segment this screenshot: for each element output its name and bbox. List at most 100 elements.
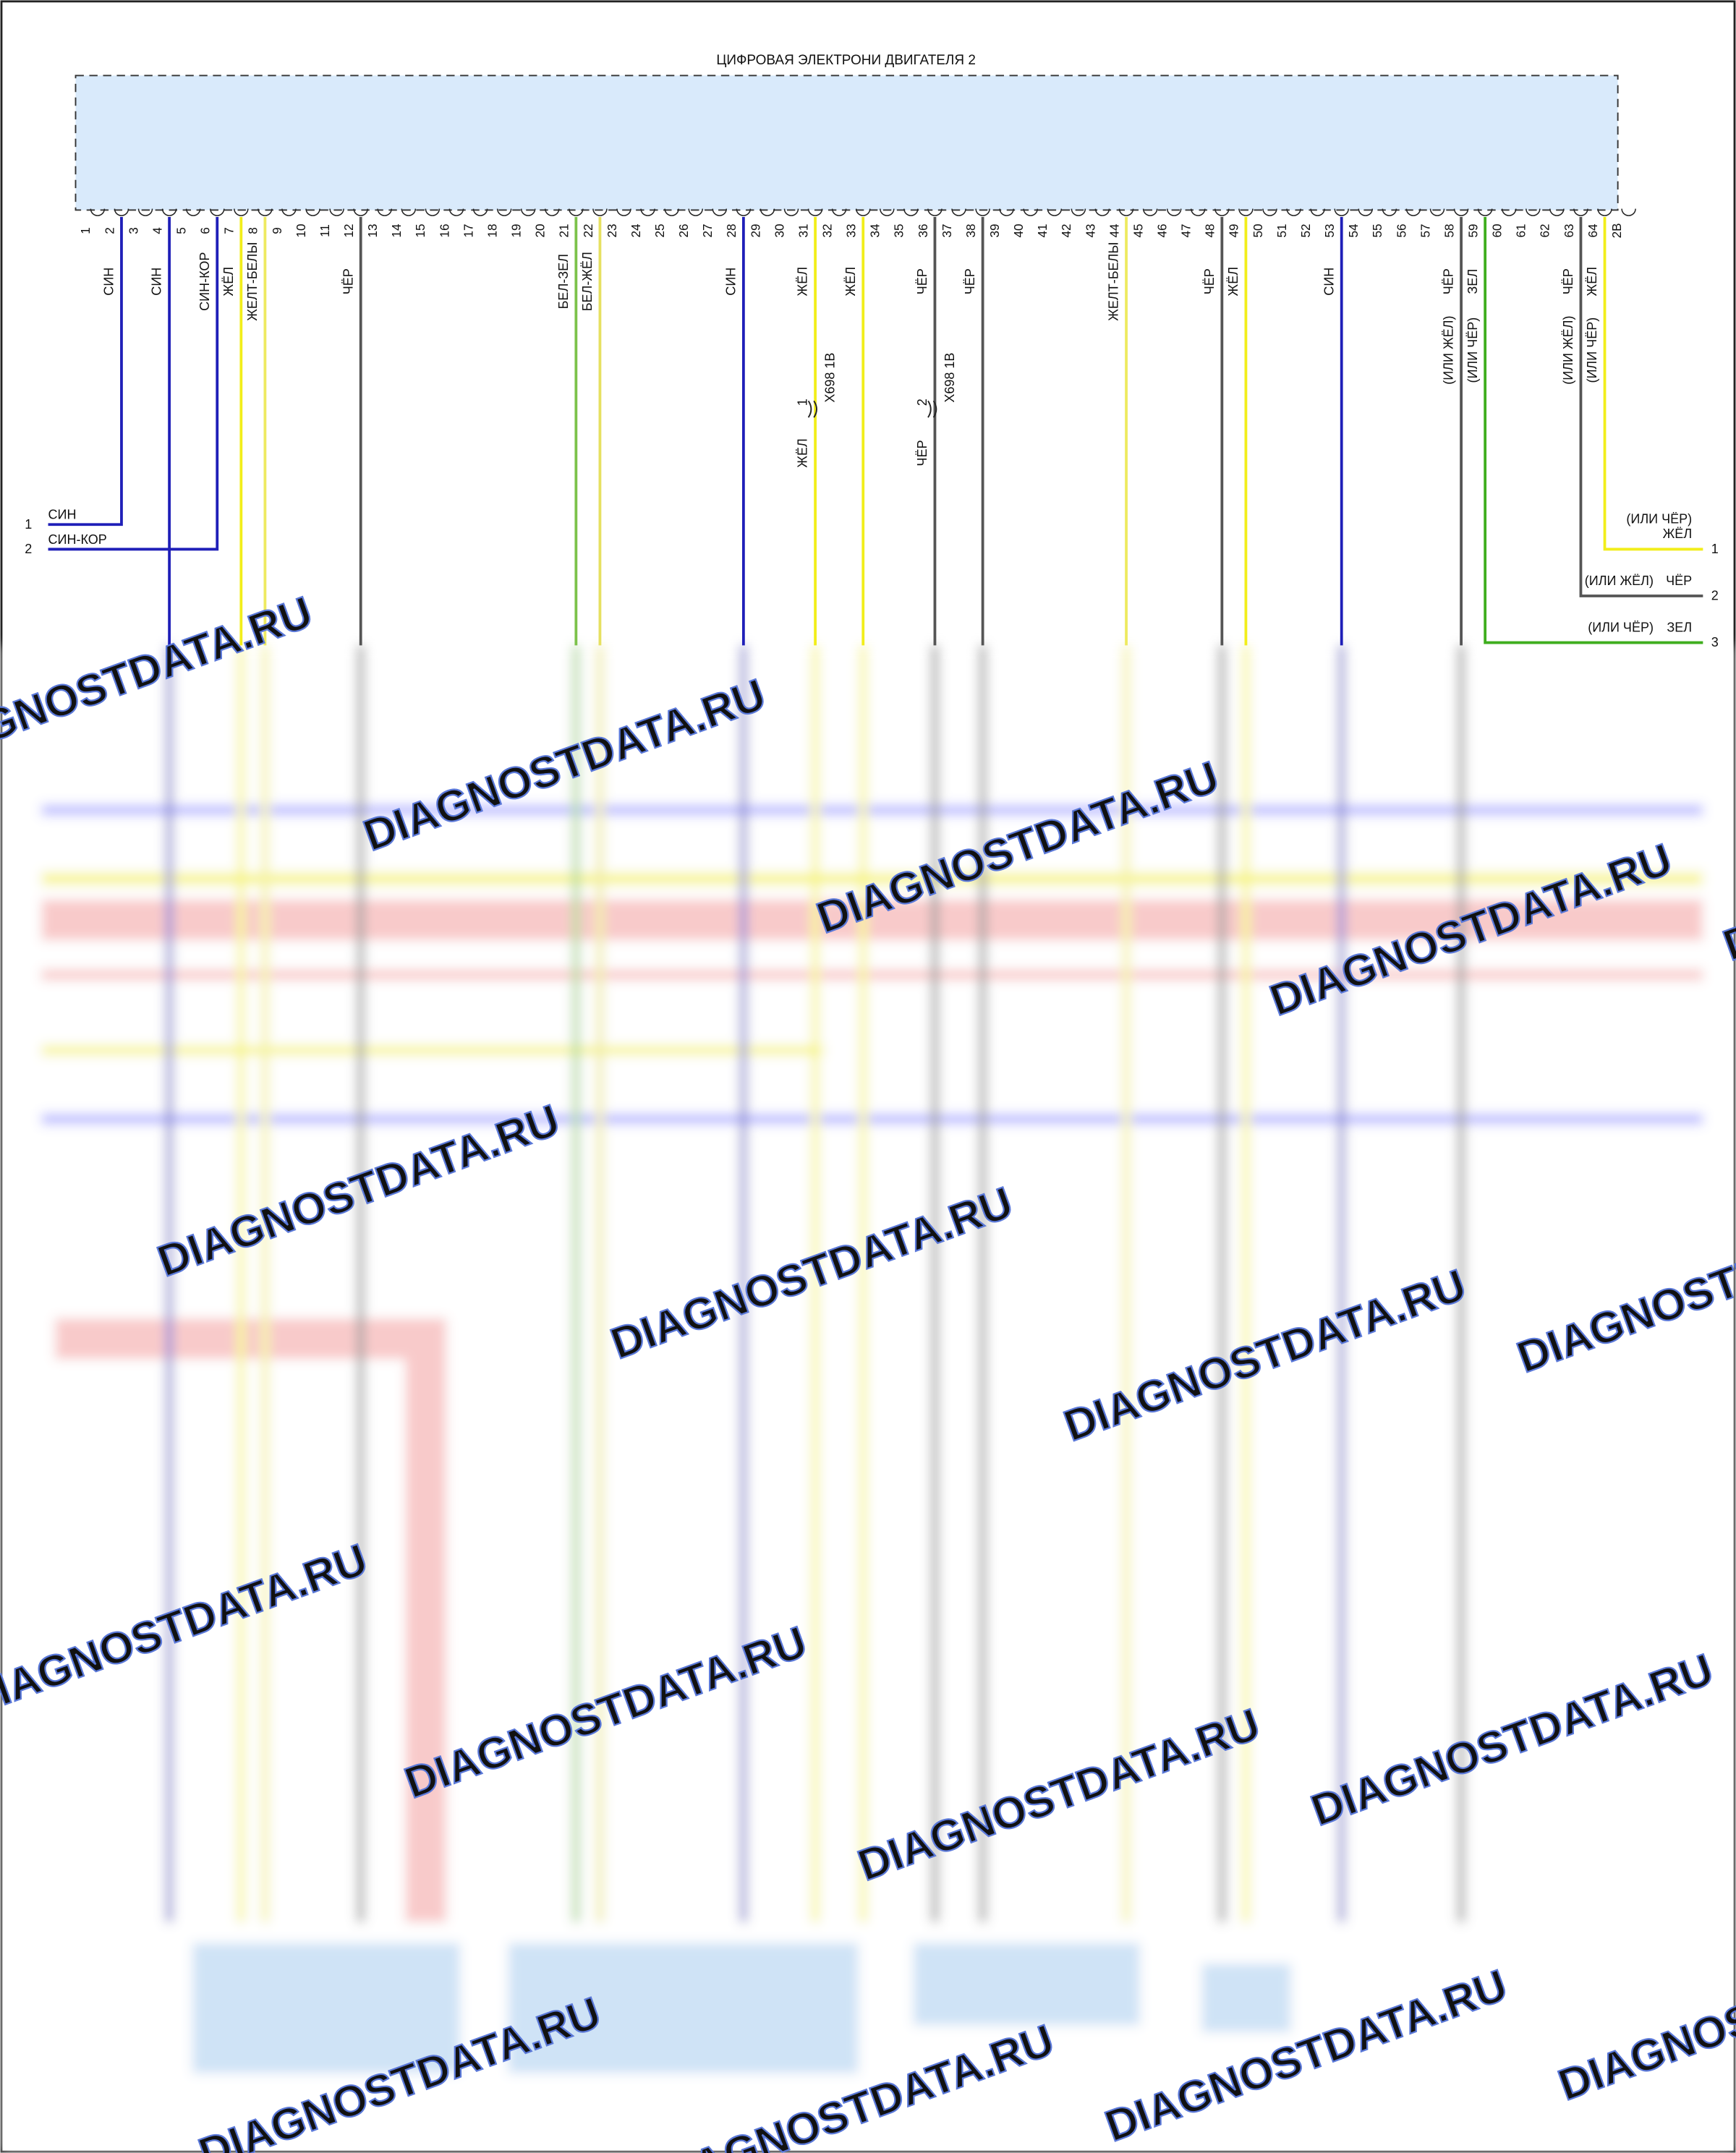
pin-number: 18 xyxy=(485,223,499,237)
pin-socket xyxy=(951,208,966,216)
pin-socket xyxy=(880,208,895,216)
pin-socket xyxy=(425,208,441,216)
pin-number: 13 xyxy=(366,223,380,237)
wire-alt-label: (ИЛИ ЧЁР) xyxy=(1465,317,1480,383)
pin-socket xyxy=(114,208,129,216)
pin-socket xyxy=(496,208,512,216)
pin-number: 59 xyxy=(1466,223,1480,237)
pin-number: 52 xyxy=(1299,223,1313,237)
wire-alt-label: (ИЛИ ЧЁР) xyxy=(1585,317,1599,383)
pin-socket xyxy=(1047,208,1063,216)
pin-number: 37 xyxy=(940,223,954,237)
pin-number: 15 xyxy=(414,223,427,237)
right-wire-label: ЖЁЛ xyxy=(1663,526,1692,541)
left-wire-label: СИН-КОР xyxy=(48,532,107,547)
pin-number: 51 xyxy=(1275,223,1289,237)
wire-label: СИН xyxy=(1322,268,1336,296)
right-alt-label: (ИЛИ ЧЁР) xyxy=(1588,620,1654,634)
wire-alt-label: (ИЛИ ЖЁЛ) xyxy=(1561,316,1575,385)
pin-socket xyxy=(855,208,871,216)
pin-number: 45 xyxy=(1131,223,1145,237)
pin-number: 22 xyxy=(582,223,595,237)
pin-socket xyxy=(1358,208,1374,216)
right-pin-number: 3 xyxy=(1711,635,1719,649)
pin-number: 61 xyxy=(1515,223,1528,237)
pin-number: 42 xyxy=(1060,223,1073,237)
pin-socket xyxy=(1621,208,1636,216)
pin-socket xyxy=(1526,208,1541,216)
pin-number: 27 xyxy=(701,223,715,237)
pin-socket xyxy=(210,208,225,216)
right-pin-number: 2 xyxy=(1711,589,1719,603)
pin-socket xyxy=(472,208,488,216)
pin-number: 2 xyxy=(103,227,116,234)
pin-number: 39 xyxy=(988,223,1002,237)
pin-number: 32 xyxy=(820,223,834,237)
pin-number: 33 xyxy=(845,223,859,237)
wire-label: ЧЁР xyxy=(963,268,977,294)
left-pin-number: 1 xyxy=(25,517,32,532)
pin-socket xyxy=(281,208,297,216)
pin-number: 4 xyxy=(150,227,164,234)
wire xyxy=(48,216,219,551)
pin-number: 36 xyxy=(916,223,930,237)
pin-socket xyxy=(1453,208,1469,216)
pin-number: 12 xyxy=(342,223,356,237)
pin-socket xyxy=(640,208,655,216)
pin-socket xyxy=(1477,208,1493,216)
connector-wire-label: ЧЁР xyxy=(915,440,929,466)
connector-name: X698 1В xyxy=(943,353,957,403)
pin-number: 21 xyxy=(558,223,571,237)
connector-pin: 1 xyxy=(796,398,810,406)
wire-label: БЕЛ-ЖЁЛ xyxy=(580,252,595,311)
pin-socket xyxy=(1071,208,1086,216)
wire-label: ЖЕЛТ-БЕЛЫ xyxy=(1107,242,1121,321)
pin-socket xyxy=(161,208,177,216)
pin-number: 43 xyxy=(1084,223,1097,237)
wire-label: ЖЁЛ xyxy=(796,267,810,296)
pin-number: 55 xyxy=(1371,223,1384,237)
left-pin-number: 2 xyxy=(25,542,32,556)
pin-number: 7 xyxy=(223,227,237,234)
wire xyxy=(1579,216,1703,597)
pin-number: 62 xyxy=(1539,223,1552,237)
pin-socket xyxy=(1382,208,1397,216)
pin-socket xyxy=(1286,208,1301,216)
pin-number: 47 xyxy=(1180,223,1194,237)
pin-number: 16 xyxy=(438,223,451,237)
blurred-area xyxy=(0,645,1736,2153)
pin-number: 8 xyxy=(247,227,260,234)
pin-socket xyxy=(90,208,106,216)
pin-socket xyxy=(1573,208,1588,216)
pin-number: 17 xyxy=(461,223,475,237)
pin-number: 23 xyxy=(605,223,619,237)
pin-number: 63 xyxy=(1562,223,1576,237)
pin-number: 14 xyxy=(390,223,404,237)
pin-number: 50 xyxy=(1251,223,1265,237)
pin-number: 49 xyxy=(1227,223,1241,237)
wire-label: ЗЕЛ xyxy=(1465,269,1480,294)
pin-socket xyxy=(1094,208,1110,216)
pin-number: 19 xyxy=(510,223,524,237)
pin-number: 38 xyxy=(964,223,978,237)
pin-number: 54 xyxy=(1347,223,1361,237)
pin-socket xyxy=(185,208,201,216)
pin-number: 20 xyxy=(534,223,548,237)
pin-socket xyxy=(569,208,584,216)
pin-socket xyxy=(903,208,919,216)
right-alt-label: (ИЛИ ЧЁР) xyxy=(1626,511,1692,526)
pin-number: 44 xyxy=(1107,223,1121,237)
connector-pin: 2 xyxy=(915,398,929,406)
pin-socket xyxy=(329,208,344,216)
connector-wire-label: ЖЁЛ xyxy=(796,438,810,467)
wire-label: СИН xyxy=(102,268,116,296)
pin-number: 34 xyxy=(869,223,882,237)
wire-label: ЖЕЛТ-БЕЛЫ xyxy=(245,242,260,321)
pin-socket xyxy=(1310,208,1325,216)
pin-socket xyxy=(1191,208,1206,216)
pin-socket xyxy=(736,208,752,216)
pin-number: 46 xyxy=(1156,223,1170,237)
pin-number: 3 xyxy=(127,227,140,234)
wire-label: ЧЁР xyxy=(1202,268,1217,294)
pin-socket xyxy=(999,208,1014,216)
